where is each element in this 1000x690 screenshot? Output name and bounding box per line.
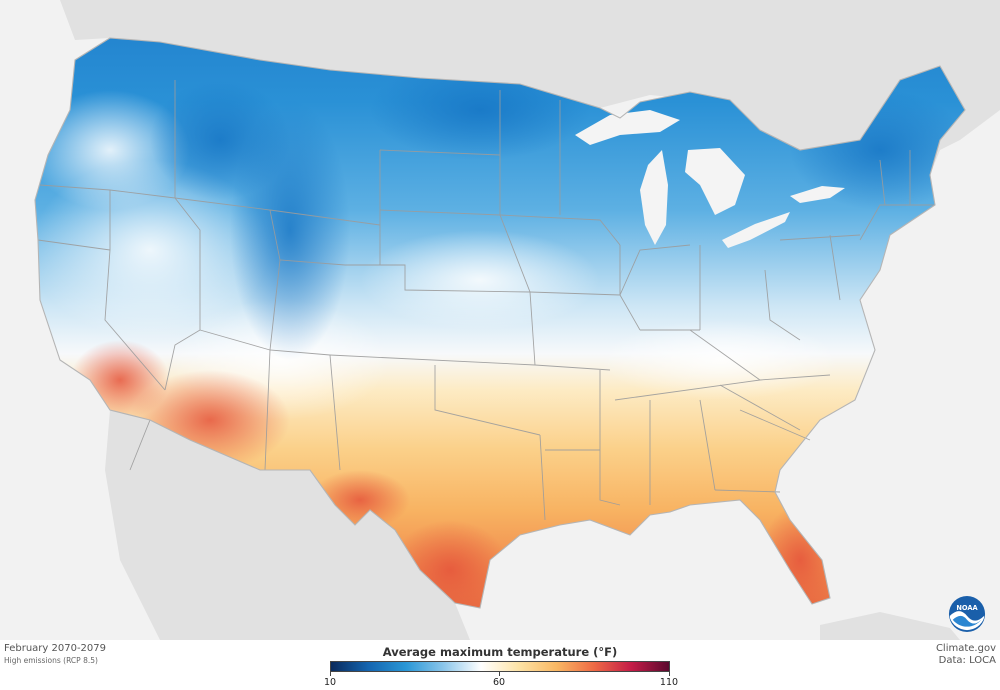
cuba-landmass [820, 612, 960, 640]
legend-tick-max [669, 672, 670, 676]
legend-label-min: 10 [323, 677, 337, 688]
data-source-label: Data: LOCA [938, 655, 996, 666]
temperature-map [34, 0, 1000, 640]
emissions-scenario-label: High emissions (RCP 8.5) [4, 656, 98, 665]
canada-landmass [60, 0, 1000, 185]
legend-label-mid: 60 [492, 677, 506, 688]
lake-superior [575, 110, 680, 145]
lake-ontario [790, 186, 845, 203]
lake-huron [685, 148, 745, 215]
lake-erie [722, 212, 790, 248]
legend-title: Average maximum temperature (°F) [382, 645, 618, 659]
state-boundaries [37, 80, 935, 521]
legend-tick-min [330, 672, 331, 676]
time-period-label: February 2070-2079 [4, 643, 106, 654]
credit-label: Climate.gov [935, 643, 996, 654]
legend-label-max: 110 [659, 677, 679, 688]
map-footer: February 2070-2079 High emissions (RCP 8… [0, 640, 1000, 690]
legend-color-bar [330, 661, 670, 672]
lake-michigan [640, 150, 668, 245]
map-area: NOAA [0, 0, 1000, 640]
noaa-logo-text: NOAA [956, 604, 978, 612]
mexico-landmass [105, 410, 470, 640]
legend-tick-mid [499, 672, 500, 676]
noaa-logo: NOAA [948, 595, 986, 633]
